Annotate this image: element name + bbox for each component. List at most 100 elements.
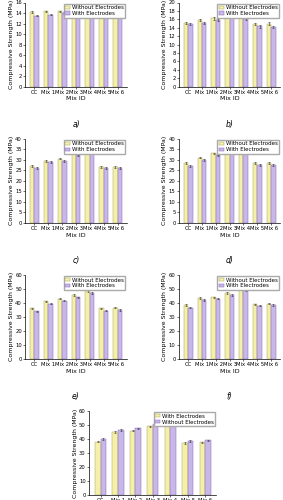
Y-axis label: Compressive Strength (MPa): Compressive Strength (MPa) xyxy=(162,0,168,89)
Bar xyxy=(113,12,117,86)
Bar xyxy=(99,167,104,222)
Y-axis label: Compressive Strength (MPa): Compressive Strength (MPa) xyxy=(72,408,78,498)
Text: a): a) xyxy=(72,120,80,129)
Bar xyxy=(202,22,206,86)
Bar xyxy=(44,302,48,359)
Bar xyxy=(253,163,257,222)
X-axis label: Mix ID: Mix ID xyxy=(220,368,239,374)
Bar xyxy=(216,20,220,86)
Bar xyxy=(243,147,248,222)
Bar xyxy=(188,308,192,359)
Bar xyxy=(99,308,104,359)
Bar xyxy=(230,295,234,359)
Bar xyxy=(44,12,48,86)
Text: e): e) xyxy=(72,392,80,402)
Bar xyxy=(135,428,141,495)
X-axis label: Mix ID: Mix ID xyxy=(220,96,239,102)
Bar xyxy=(211,18,216,86)
Bar xyxy=(72,10,76,86)
Text: b): b) xyxy=(226,120,233,129)
Bar xyxy=(267,24,271,86)
Bar xyxy=(90,152,94,222)
Bar xyxy=(30,12,35,86)
Legend: Without Electrodes, With Electrodes: Without Electrodes, With Electrodes xyxy=(64,276,125,290)
Legend: Without Electrodes, With Electrodes: Without Electrodes, With Electrodes xyxy=(217,4,279,18)
Bar xyxy=(239,288,243,359)
Bar xyxy=(130,430,135,495)
Bar xyxy=(257,306,262,359)
Bar xyxy=(58,12,62,86)
Bar xyxy=(48,162,53,222)
Bar xyxy=(72,295,76,359)
Bar xyxy=(30,166,35,222)
Bar xyxy=(188,441,193,495)
Bar xyxy=(216,156,220,222)
Legend: Without Electrodes, With Electrodes: Without Electrodes, With Electrodes xyxy=(217,140,279,154)
Bar xyxy=(76,156,80,222)
Bar xyxy=(117,15,122,86)
Bar xyxy=(198,20,202,86)
Legend: Without Electrodes, With Electrodes: Without Electrodes, With Electrodes xyxy=(64,140,125,154)
Bar xyxy=(182,443,188,495)
Bar xyxy=(95,442,100,495)
Bar xyxy=(202,300,206,359)
Bar xyxy=(85,8,90,86)
Bar xyxy=(267,304,271,359)
Bar xyxy=(200,442,205,495)
X-axis label: Mix ID: Mix ID xyxy=(66,232,86,237)
Bar xyxy=(184,163,188,222)
Bar xyxy=(147,426,153,495)
Bar xyxy=(48,14,53,86)
Bar xyxy=(118,430,123,495)
Bar xyxy=(230,152,234,222)
Bar xyxy=(188,24,192,86)
Bar xyxy=(62,13,67,86)
Legend: With Electrodes, Without Electrodes: With Electrodes, Without Electrodes xyxy=(154,412,215,426)
Bar xyxy=(99,12,104,86)
Bar xyxy=(243,290,248,359)
Bar xyxy=(30,308,35,359)
Legend: Without Electrodes, With Electrodes: Without Electrodes, With Electrodes xyxy=(217,276,279,290)
Bar xyxy=(35,311,39,359)
Bar xyxy=(48,304,53,359)
Bar xyxy=(257,165,262,222)
Legend: Without Electrodes, With Electrodes: Without Electrodes, With Electrodes xyxy=(64,4,125,18)
Bar xyxy=(112,432,118,495)
Bar xyxy=(104,310,108,359)
Bar xyxy=(188,166,192,222)
Y-axis label: Compressive Strength (MPa): Compressive Strength (MPa) xyxy=(9,0,14,89)
Bar xyxy=(85,148,90,222)
Bar xyxy=(58,298,62,359)
Bar xyxy=(239,144,243,222)
Bar xyxy=(62,300,67,359)
Y-axis label: Compressive Strength (MPa): Compressive Strength (MPa) xyxy=(9,272,14,362)
Bar xyxy=(216,298,220,359)
Y-axis label: Compressive Strength (MPa): Compressive Strength (MPa) xyxy=(9,136,14,226)
Bar xyxy=(271,305,276,359)
Bar xyxy=(184,22,188,86)
Bar xyxy=(44,160,48,222)
X-axis label: Mix ID: Mix ID xyxy=(66,96,86,102)
Bar xyxy=(225,293,230,359)
Bar xyxy=(104,168,108,222)
Bar xyxy=(205,440,211,495)
Bar xyxy=(211,154,216,222)
Bar xyxy=(90,293,94,359)
Bar xyxy=(243,19,248,86)
Text: c): c) xyxy=(72,256,80,266)
Bar xyxy=(253,24,257,86)
Bar xyxy=(165,422,170,495)
Bar xyxy=(170,418,176,495)
Y-axis label: Compressive Strength (MPa): Compressive Strength (MPa) xyxy=(162,272,168,362)
Bar xyxy=(267,163,271,222)
Bar xyxy=(198,158,202,222)
Bar xyxy=(271,165,276,222)
Bar xyxy=(58,158,62,222)
Bar xyxy=(225,148,230,222)
X-axis label: Mix ID: Mix ID xyxy=(66,368,86,374)
Bar xyxy=(85,291,90,359)
Bar xyxy=(253,304,257,359)
Y-axis label: Compressive Strength (MPa): Compressive Strength (MPa) xyxy=(162,136,168,226)
Bar xyxy=(184,305,188,359)
X-axis label: Mix ID: Mix ID xyxy=(220,232,239,237)
